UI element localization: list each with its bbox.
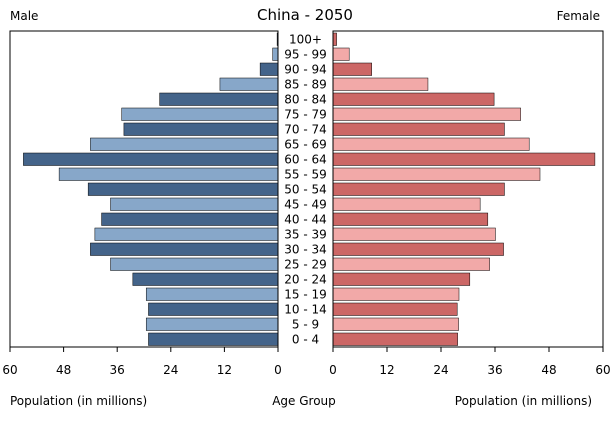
- age-label-20: 0 - 4: [292, 333, 319, 347]
- female-bar-0: [332, 32, 337, 46]
- age-label-19: 5 - 9: [292, 318, 319, 332]
- male-x-axis-label: Population (in millions): [10, 394, 147, 408]
- age-label-11: 45 - 49: [284, 198, 327, 212]
- female-bar-6: [332, 122, 505, 136]
- female-tick-label-3: 36: [487, 363, 502, 377]
- age-label-15: 25 - 29: [284, 258, 327, 272]
- female-bar-16: [332, 272, 471, 286]
- age-label-10: 50 - 54: [284, 183, 327, 197]
- female-bar-4: [332, 92, 495, 106]
- age-label-17: 15 - 19: [284, 288, 327, 302]
- male-tick-label-3: 24: [163, 363, 178, 377]
- male-bar-3: [219, 77, 279, 91]
- male-bar-17: [145, 287, 279, 301]
- age-label-7: 65 - 69: [284, 138, 327, 152]
- age-label-18: 10 - 14: [284, 303, 327, 317]
- female-bar-8: [332, 152, 596, 166]
- female-tick-label-2: 24: [433, 363, 448, 377]
- male-tick-label-4: 12: [217, 363, 232, 377]
- male-bar-7: [90, 137, 279, 151]
- male-bar-8: [23, 152, 279, 166]
- male-bar-1: [272, 47, 279, 61]
- female-bar-18: [332, 302, 458, 316]
- male-bar-6: [123, 122, 279, 136]
- age-label-16: 20 - 24: [284, 273, 327, 287]
- male-bars: [23, 32, 279, 346]
- female-tick-label-5: 60: [595, 363, 610, 377]
- female-bar-5: [332, 107, 521, 121]
- age-label-3: 85 - 89: [284, 78, 327, 92]
- female-bar-14: [332, 242, 504, 256]
- male-side-label: Male: [10, 9, 38, 23]
- male-tick-label-5: 0: [274, 363, 282, 377]
- male-tick-label-0: 60: [2, 363, 17, 377]
- male-bar-2: [259, 62, 279, 76]
- age-label-5: 75 - 79: [284, 108, 327, 122]
- male-bar-13: [94, 227, 279, 241]
- age-label-9: 55 - 59: [284, 168, 327, 182]
- female-bar-17: [332, 287, 460, 301]
- male-axis-ticks: 60 48 36 24 12 0: [2, 347, 282, 377]
- female-plot-frame: [332, 30, 604, 348]
- age-label-0: 100+: [289, 33, 322, 47]
- female-tick-label-1: 12: [379, 363, 394, 377]
- female-bar-20: [332, 332, 458, 346]
- male-bar-11: [110, 197, 279, 211]
- female-bar-10: [332, 182, 505, 196]
- age-label-1: 95 - 99: [284, 48, 327, 62]
- female-axis-ticks: 0 12 24 36 48 60: [329, 347, 610, 377]
- male-bar-14: [90, 242, 279, 256]
- female-bar-13: [332, 227, 496, 241]
- male-bar-16: [132, 272, 279, 286]
- female-bar-1: [332, 47, 350, 61]
- age-label-6: 70 - 74: [284, 123, 327, 137]
- age-label-4: 80 - 84: [284, 93, 327, 107]
- female-bar-11: [332, 197, 481, 211]
- male-bar-19: [145, 317, 279, 331]
- male-bar-4: [159, 92, 279, 106]
- female-x-axis-label: Population (in millions): [455, 394, 592, 408]
- female-bar-9: [332, 167, 541, 181]
- female-bars: [332, 32, 596, 346]
- male-bar-15: [110, 257, 279, 271]
- male-bar-18: [148, 302, 279, 316]
- age-label-2: 90 - 94: [284, 63, 327, 77]
- female-bar-7: [332, 137, 530, 151]
- female-bar-15: [332, 257, 490, 271]
- male-tick-label-2: 36: [110, 363, 125, 377]
- female-side-label: Female: [557, 9, 600, 23]
- age-label-8: 60 - 64: [284, 153, 327, 167]
- male-bar-5: [121, 107, 279, 121]
- male-plot-frame: [9, 30, 279, 348]
- age-label-13: 35 - 39: [284, 228, 327, 242]
- age-group-axis-label: Age Group: [272, 394, 336, 408]
- male-tick-label-1: 48: [56, 363, 71, 377]
- male-bar-9: [58, 167, 279, 181]
- female-tick-label-4: 48: [541, 363, 556, 377]
- age-label-12: 40 - 44: [284, 213, 327, 227]
- female-bar-12: [332, 212, 489, 226]
- male-bar-20: [148, 332, 279, 346]
- female-bar-19: [332, 317, 459, 331]
- male-bar-10: [87, 182, 279, 196]
- female-bar-3: [332, 77, 429, 91]
- male-bar-12: [101, 212, 279, 226]
- female-bar-2: [332, 62, 372, 76]
- female-tick-label-0: 0: [329, 363, 337, 377]
- chart-title: China - 2050: [257, 6, 353, 24]
- age-label-14: 30 - 34: [284, 243, 327, 257]
